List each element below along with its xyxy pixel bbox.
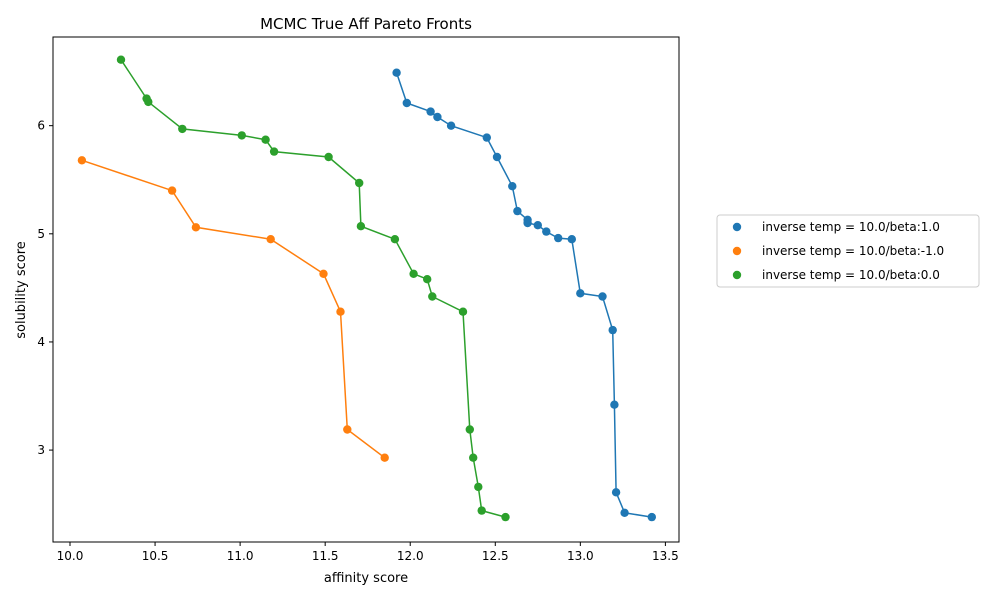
y-tick-label: 4 <box>37 335 45 349</box>
x-tick-label: 12.5 <box>482 549 509 563</box>
series-1-point <box>266 235 275 244</box>
series-1-point <box>343 425 352 434</box>
x-axis-ticks: 10.0 10.5 11.0 11.5 12.0 12.5 13.0 13.5 <box>57 542 679 563</box>
x-tick-label: 11.0 <box>227 549 254 563</box>
y-tick-label: 5 <box>37 227 45 241</box>
legend: inverse temp = 10.0/beta:1.0 inverse temp… <box>716 214 980 288</box>
series-2-point <box>409 269 418 278</box>
series-2-point <box>261 135 270 144</box>
x-tick-label: 13.5 <box>652 549 679 563</box>
x-tick-label: 11.5 <box>312 549 339 563</box>
y-tick-label: 3 <box>37 443 45 457</box>
series-0-point <box>433 112 442 122</box>
series-2-point <box>355 178 364 188</box>
legend-marker-1 <box>732 246 742 256</box>
series-0-point <box>533 221 542 230</box>
series-0-point <box>523 218 532 228</box>
series-2-point <box>501 512 510 522</box>
legend-marker-2 <box>732 270 742 280</box>
series-line-0 <box>395 72 652 518</box>
series-2-point <box>474 482 483 492</box>
series-2-point <box>469 453 478 462</box>
legend-label-2: inverse temp = 10.0/beta:0.0 <box>762 268 940 282</box>
series-0-point <box>647 512 656 522</box>
series-0-point <box>611 488 621 497</box>
series-layer <box>77 55 656 522</box>
series-2-point <box>390 235 400 244</box>
series-0-point <box>482 133 491 142</box>
series-0-point <box>598 292 607 301</box>
legend-label-0: inverse temp = 10.0/beta:1.0 <box>762 220 940 234</box>
series-2-point <box>144 97 153 107</box>
series-0-point <box>567 235 576 244</box>
series-0-point <box>542 227 551 236</box>
series-0-point <box>508 182 517 191</box>
plot-frame <box>52 36 680 543</box>
series-1-point <box>167 186 177 195</box>
series-0-point <box>554 233 563 243</box>
series-2-point <box>428 292 437 301</box>
series-0-point <box>392 68 401 77</box>
series-1-point <box>336 307 345 316</box>
series-2-point <box>237 131 246 140</box>
x-tick-label: 12.0 <box>397 549 424 563</box>
series-0-point <box>576 289 585 298</box>
series-2-point <box>458 307 468 316</box>
series-0-point <box>402 98 411 108</box>
series-1-point <box>380 453 389 462</box>
series-0-point <box>610 400 619 409</box>
series-2-point <box>356 222 366 231</box>
series-0-point <box>426 107 435 116</box>
series-0-point <box>620 508 629 517</box>
series-0-point <box>492 152 502 162</box>
series-1-point <box>191 223 201 232</box>
legend-marker-0 <box>732 222 742 232</box>
series-0-point <box>446 121 456 130</box>
series-2-point <box>324 152 333 162</box>
x-tick-label: 13.0 <box>567 549 594 563</box>
series-line-2 <box>120 59 506 518</box>
chart-title: MCMC True Aff Pareto Fronts <box>260 15 472 33</box>
y-axis-ticks: 3 4 5 6 <box>37 119 53 457</box>
x-axis-label: affinity score <box>324 571 408 586</box>
y-axis-label: solubility score <box>14 241 29 339</box>
x-tick-label: 10.5 <box>142 549 169 563</box>
x-tick-label: 10.0 <box>57 549 84 563</box>
series-1-point <box>77 156 87 165</box>
legend-box <box>716 214 980 288</box>
series-2-point <box>477 506 486 515</box>
y-tick-label: 6 <box>37 119 45 133</box>
series-0-point <box>608 325 617 335</box>
series-line-1 <box>81 159 386 459</box>
series-2-point <box>423 275 432 284</box>
series-1-point <box>319 269 328 278</box>
series-2-point <box>116 55 126 64</box>
series-2-point <box>465 425 474 434</box>
series-0-point <box>513 206 522 216</box>
series-2-point <box>178 124 187 134</box>
series-2-point <box>269 147 279 156</box>
legend-label-1: inverse temp = 10.0/beta:-1.0 <box>762 244 944 258</box>
